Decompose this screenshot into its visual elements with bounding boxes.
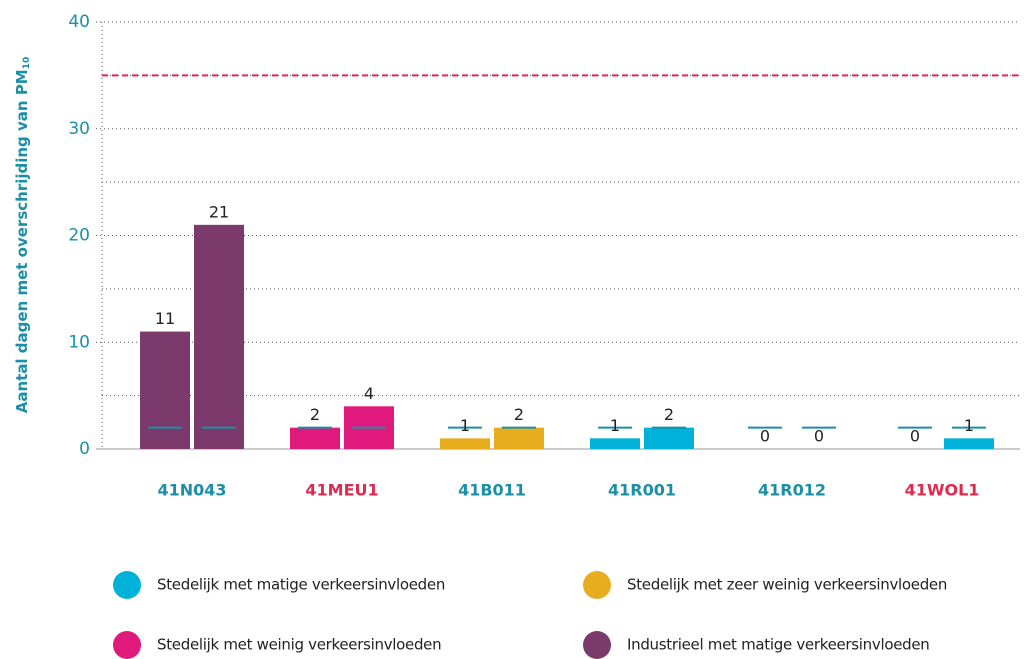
x-tick-label: 41MEU1 — [305, 481, 378, 500]
bar — [644, 427, 694, 449]
value-label: 1 — [964, 416, 974, 435]
y-tick-label: 40 — [68, 12, 90, 32]
value-label: 0 — [910, 427, 920, 446]
y-axis-label-main: Aantal dagen met overschrijding van PM — [13, 69, 31, 413]
value-label: 2 — [310, 405, 320, 424]
y-axis-label-sub: 10 — [22, 57, 32, 70]
value-label: 0 — [814, 427, 824, 446]
bar — [494, 427, 544, 449]
x-tick-label: 41WOL1 — [905, 481, 980, 500]
legend-swatch — [583, 571, 611, 599]
bar — [140, 331, 190, 449]
value-label: 2 — [514, 405, 524, 424]
legend-label: Industrieel met matige verkeersinvloeden — [627, 636, 930, 654]
bar — [590, 438, 640, 449]
y-tick-label: 10 — [68, 332, 90, 352]
legend-label: Stedelijk met weinig verkeersinvloeden — [157, 636, 441, 654]
value-label: 2 — [664, 405, 674, 424]
value-label: 1 — [610, 416, 620, 435]
legend-label: Stedelijk met zeer weinig verkeersinvloe… — [627, 576, 947, 594]
legend-label: Stedelijk met matige verkeersinvloeden — [157, 576, 445, 594]
x-tick-label: 41B011 — [458, 481, 526, 500]
bar — [290, 427, 340, 449]
legend-swatch — [113, 571, 141, 599]
x-tick-label: 41R012 — [758, 481, 826, 500]
legend-swatch — [113, 631, 141, 659]
y-tick-label: 0 — [79, 439, 90, 459]
y-axis-label: Aantal dagen met overschrijding van PM10 — [13, 57, 32, 414]
x-tick-label: 41N043 — [157, 481, 226, 500]
bar — [194, 224, 244, 449]
value-label: 21 — [209, 202, 229, 221]
y-tick-label: 30 — [68, 119, 90, 139]
value-label: 4 — [364, 384, 374, 403]
value-label: 1 — [460, 416, 470, 435]
bar — [440, 438, 490, 449]
x-tick-label: 41R001 — [608, 481, 676, 500]
value-label: 0 — [760, 427, 770, 446]
value-label: 11 — [155, 309, 175, 328]
legend-swatch — [583, 631, 611, 659]
y-tick-label: 20 — [68, 226, 90, 246]
bar — [944, 438, 994, 449]
